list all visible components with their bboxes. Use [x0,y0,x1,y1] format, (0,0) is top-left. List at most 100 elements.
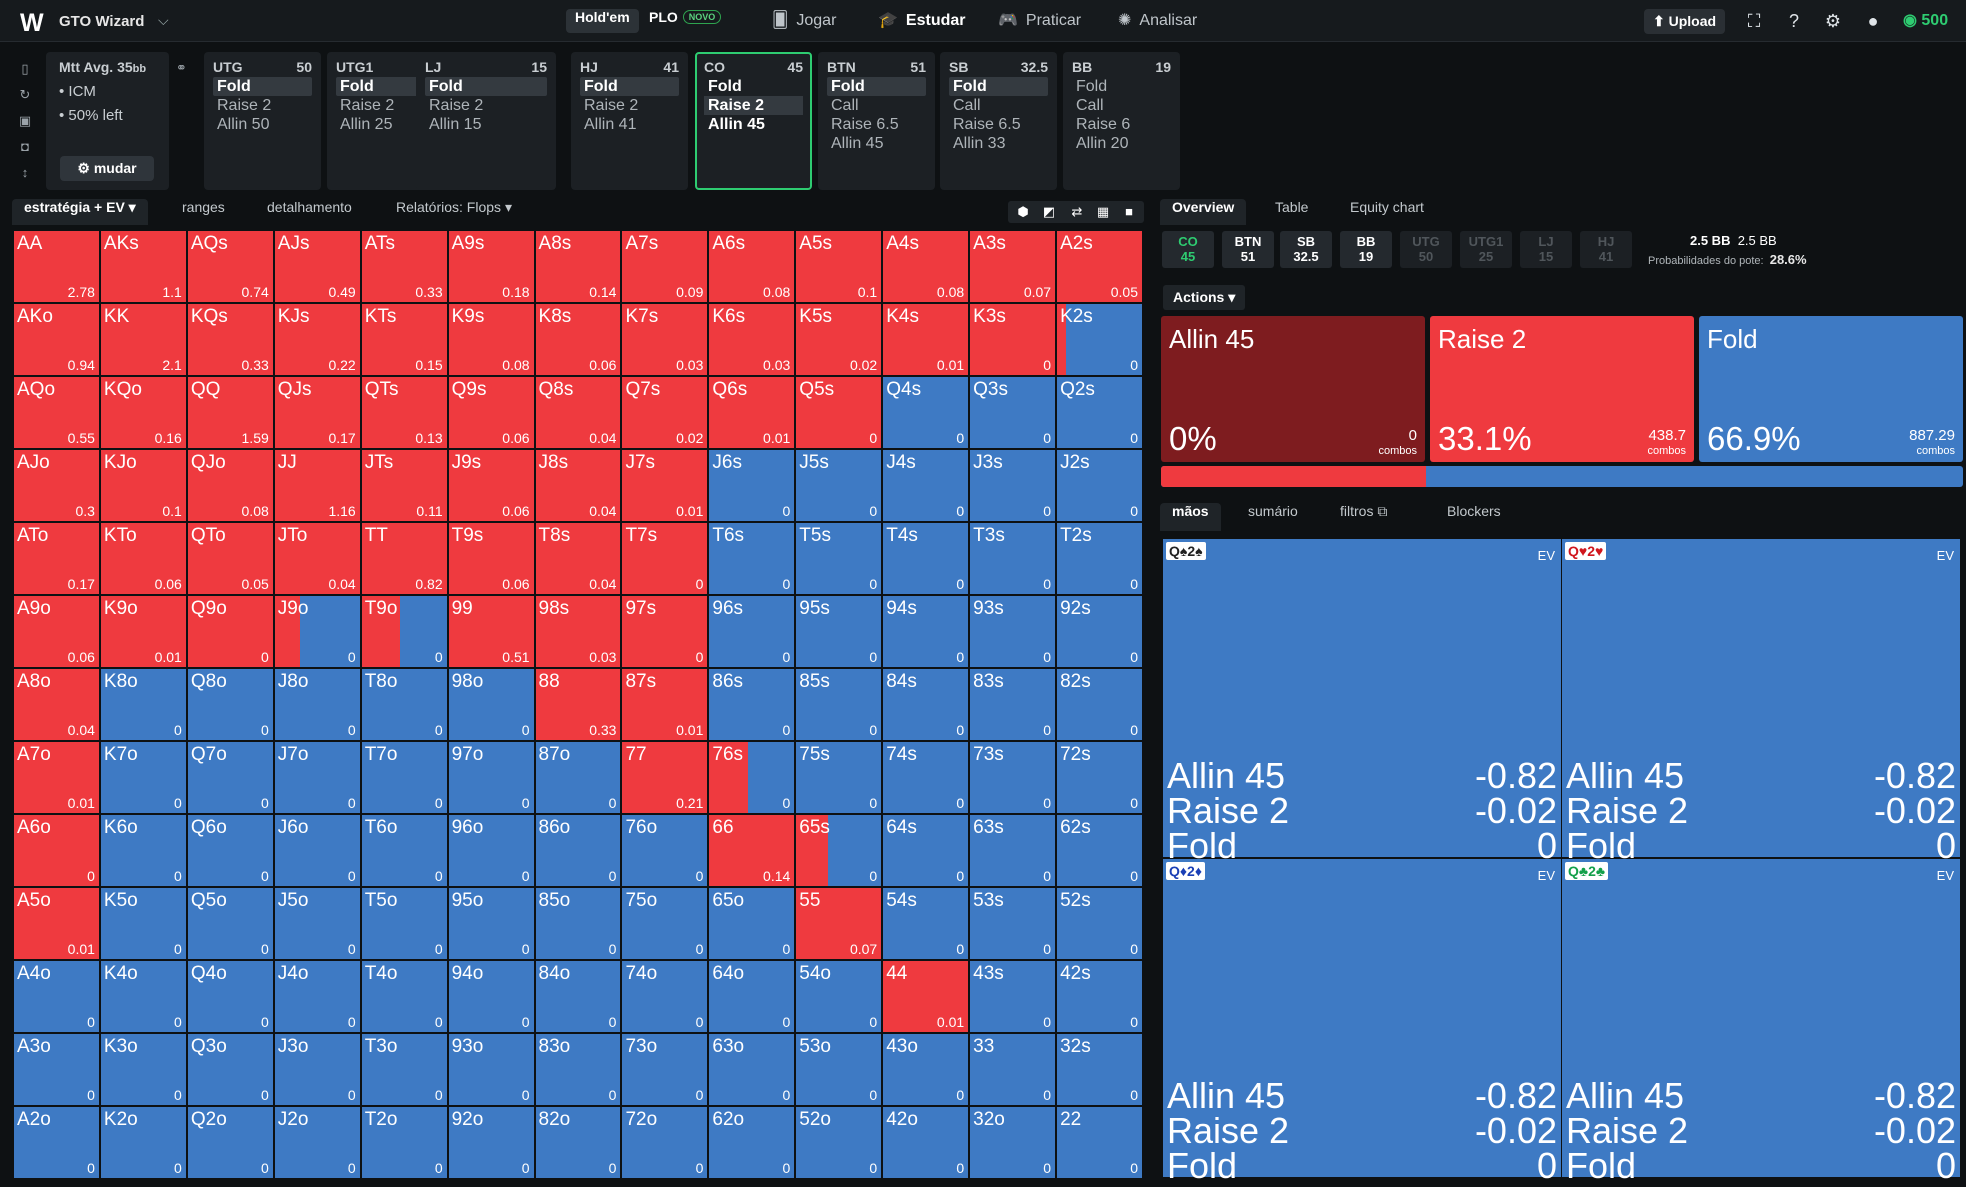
hand-cell[interactable]: 73o 0 [622,1034,708,1105]
hand-cell[interactable]: 77 0.21 [622,742,708,813]
hand-cell[interactable]: KTs 0.15 [361,304,447,375]
hand-cell[interactable]: T8o 0 [361,669,447,740]
position-action[interactable]: Fold [425,77,547,96]
coin-balance[interactable]: ◉ 500 [1903,10,1948,30]
chevron-down-icon[interactable]: ⌵ [158,12,169,28]
hand-cell[interactable]: 74s 0 [883,742,969,813]
hand-cell[interactable]: J9s 0.06 [448,450,534,521]
hand-cell[interactable]: A2o 0 [14,1107,99,1178]
hand-cell[interactable]: 83o 0 [535,1034,621,1105]
hand-cell[interactable]: 87o 0 [535,742,621,813]
hand-cell[interactable]: T4s 0 [883,523,969,594]
hand-cell[interactable]: 53o 0 [796,1034,882,1105]
hand-cell[interactable]: Q5s 0 [796,377,882,448]
hand-cell[interactable]: K4o 0 [100,961,186,1032]
combo-tile[interactable]: Q♠2♠ EV Allin 45 -0.82 Raise 2 -0.02 Fold 0 [1163,539,1561,864]
hand-cell[interactable]: J2s 0 [1057,450,1142,521]
hand-cell[interactable]: 96o 0 [448,815,534,886]
position-action[interactable]: Allin 15 [429,116,482,133]
hand-cell[interactable]: Q8s 0.04 [535,377,621,448]
hand-cell[interactable]: J4s 0 [883,450,969,521]
hand-cell[interactable]: 88 0.33 [535,669,621,740]
hand-cell[interactable]: A5o 0.01 [14,888,99,959]
screenshot-icon[interactable]: ⛶ [1747,11,1761,31]
position-action[interactable]: Raise 2 [584,97,639,114]
hand-cell[interactable]: 95s 0 [796,596,882,667]
change-settings-button[interactable]: ⚙ mudar [60,156,154,181]
hand-cell[interactable]: 52o 0 [796,1107,882,1178]
tab-equity-chart[interactable]: Equity chart [1350,199,1424,215]
tab-relatorios[interactable]: Relatórios: Flops ▾ [396,199,512,225]
hand-cell[interactable]: Q3o 0 [187,1034,273,1105]
tab-overview[interactable]: Overview [1160,199,1247,225]
hand-cell[interactable]: KQo 0.16 [100,377,186,448]
upload-button[interactable]: ⬆ Upload [1644,9,1726,34]
hand-cell[interactable]: 93o 0 [448,1034,534,1105]
hand-cell[interactable]: T4o 0 [361,961,447,1032]
tab-table[interactable]: Table [1275,199,1309,215]
cube-icon[interactable]: ⬢ [1017,204,1029,219]
user-icon[interactable]: ● [1867,11,1879,31]
hand-cell[interactable]: A4o 0 [14,961,99,1032]
shuffle-icon[interactable]: ⇄ [1071,204,1083,219]
hand-cell[interactable]: Q8o 0 [187,669,273,740]
hand-cell[interactable]: K3s 0 [970,304,1056,375]
hand-cell[interactable]: A4s 0.08 [883,231,969,302]
hand-cell[interactable]: JTo 0.04 [274,523,360,594]
hand-cell[interactable]: KJo 0.1 [100,450,186,521]
hand-cell[interactable]: 43s 0 [970,961,1056,1032]
hand-cell[interactable]: 94o 0 [448,961,534,1032]
hand-cell[interactable]: JTs 0.11 [361,450,447,521]
gear-icon[interactable]: ⚙ [1824,11,1842,31]
hand-cell[interactable]: 43o 0 [883,1034,969,1105]
hand-cell[interactable]: J5o 0 [274,888,360,959]
tab-blockers[interactable]: Blockers [1447,503,1501,519]
hand-cell[interactable]: KJs 0.22 [274,304,360,375]
hand-cell[interactable]: J4o 0 [274,961,360,1032]
position-action[interactable]: Call [953,97,981,114]
square-icon[interactable]: ■ [1125,204,1133,219]
hand-cell[interactable]: QTs 0.13 [361,377,447,448]
hand-cell[interactable]: 66 0.14 [709,815,795,886]
hand-cell[interactable]: A8s 0.14 [535,231,621,302]
hand-cell[interactable]: 22 0 [1057,1107,1142,1178]
hand-cell[interactable]: Q2o 0 [187,1107,273,1178]
hand-cell[interactable]: 62o 0 [709,1107,795,1178]
hand-cell[interactable]: Q4s 0 [883,377,969,448]
hand-cell[interactable]: T9s 0.06 [448,523,534,594]
help-icon[interactable]: ? [1788,11,1799,31]
hand-cell[interactable]: 92o 0 [448,1107,534,1178]
hand-cell[interactable]: 92s 0 [1057,596,1142,667]
hand-cell[interactable]: J8o 0 [274,669,360,740]
tab-filtros[interactable]: filtros ⧉ [1340,503,1387,531]
position-action[interactable]: Allin 45 [831,135,884,152]
hand-cell[interactable]: 76o 0 [622,815,708,886]
hand-cell[interactable]: AA 2.78 [14,231,99,302]
gamepad-icon[interactable]: ◘ [21,139,29,154]
hand-cell[interactable]: 63o 0 [709,1034,795,1105]
hand-cell[interactable]: K6s 0.03 [709,304,795,375]
hand-cell[interactable]: 86o 0 [535,815,621,886]
hand-cell[interactable]: 32o 0 [970,1107,1056,1178]
hand-cell[interactable]: TT 0.82 [361,523,447,594]
hand-cell[interactable]: 75o 0 [622,888,708,959]
hand-cell[interactable]: A9s 0.18 [448,231,534,302]
hand-cell[interactable]: A3s 0.07 [970,231,1056,302]
hand-cell[interactable]: 33 0 [970,1034,1056,1105]
hand-cell[interactable]: J5s 0 [796,450,882,521]
hand-cell[interactable]: J3o 0 [274,1034,360,1105]
hand-cell[interactable]: 64s 0 [883,815,969,886]
tab-plo[interactable]: PLO NOVO [640,9,730,33]
hand-cell[interactable]: 84o 0 [535,961,621,1032]
hand-cell[interactable]: 42s 0 [1057,961,1142,1032]
hand-cell[interactable]: 55 0.07 [796,888,882,959]
nav-analisar[interactable]: ✺ Analisar [1118,10,1197,30]
hand-cell[interactable]: A3o 0 [14,1034,99,1105]
hand-cell[interactable]: 83s 0 [970,669,1056,740]
hand-cell[interactable]: AKo 0.94 [14,304,99,375]
hand-cell[interactable]: 54o 0 [796,961,882,1032]
hand-cell[interactable]: 42o 0 [883,1107,969,1178]
hand-cell[interactable]: AKs 1.1 [100,231,186,302]
tab-holdem[interactable]: Hold'em [566,9,639,33]
hand-cell[interactable]: 97s 0 [622,596,708,667]
